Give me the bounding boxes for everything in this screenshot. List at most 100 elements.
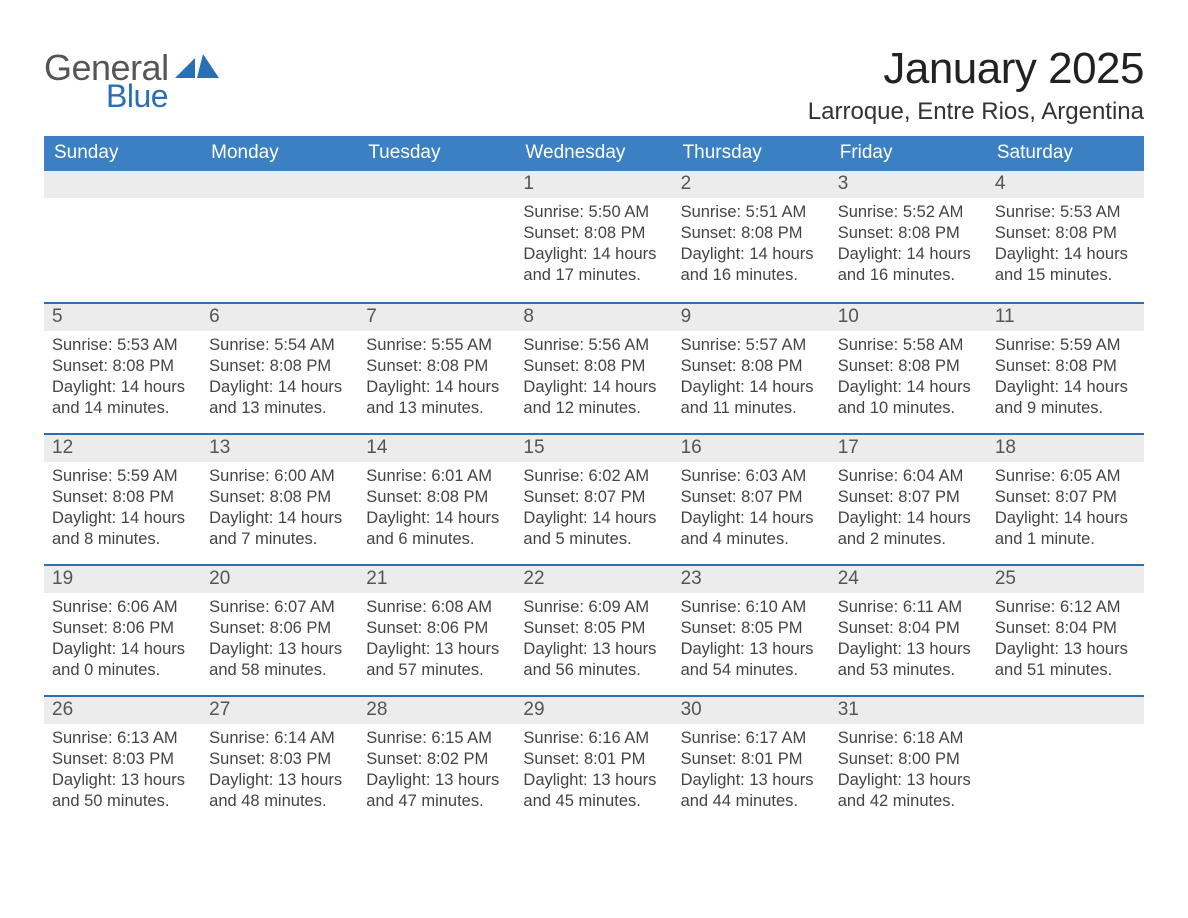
brand-word-2: Blue — [106, 80, 169, 112]
calendar-day: 3Sunrise: 5:52 AMSunset: 8:08 PMDaylight… — [830, 171, 987, 302]
calendar-day: 29Sunrise: 6:16 AMSunset: 8:01 PMDayligh… — [515, 695, 672, 826]
day-number: 29 — [515, 695, 672, 724]
calendar-week: 19Sunrise: 6:06 AMSunset: 8:06 PMDayligh… — [44, 564, 1144, 695]
day-details: Sunrise: 6:10 AMSunset: 8:05 PMDaylight:… — [673, 593, 830, 687]
day-details: Sunrise: 6:14 AMSunset: 8:03 PMDaylight:… — [201, 724, 358, 818]
sunset-text: Sunset: 8:07 PM — [995, 487, 1136, 508]
calendar-day: 19Sunrise: 6:06 AMSunset: 8:06 PMDayligh… — [44, 564, 201, 695]
daylight-text: Daylight: 14 hours and 2 minutes. — [838, 508, 979, 550]
sunset-text: Sunset: 8:08 PM — [838, 223, 979, 244]
title-block: January 2025 Larroque, Entre Rios, Argen… — [808, 28, 1144, 136]
day-details: Sunrise: 6:13 AMSunset: 8:03 PMDaylight:… — [44, 724, 201, 818]
day-number: 17 — [830, 433, 987, 462]
sunrise-text: Sunrise: 6:01 AM — [366, 466, 507, 487]
day-number: 8 — [515, 302, 672, 331]
day-details: Sunrise: 5:50 AMSunset: 8:08 PMDaylight:… — [515, 198, 672, 292]
day-number — [987, 695, 1144, 724]
daylight-text: Daylight: 13 hours and 57 minutes. — [366, 639, 507, 681]
sunset-text: Sunset: 8:08 PM — [681, 356, 822, 377]
day-number — [44, 171, 201, 198]
sunset-text: Sunset: 8:05 PM — [681, 618, 822, 639]
day-number: 25 — [987, 564, 1144, 593]
daylight-text: Daylight: 14 hours and 6 minutes. — [366, 508, 507, 550]
sunset-text: Sunset: 8:00 PM — [838, 749, 979, 770]
day-number: 23 — [673, 564, 830, 593]
daylight-text: Daylight: 13 hours and 42 minutes. — [838, 770, 979, 812]
calendar-day: 5Sunrise: 5:53 AMSunset: 8:08 PMDaylight… — [44, 302, 201, 433]
calendar-day: 13Sunrise: 6:00 AMSunset: 8:08 PMDayligh… — [201, 433, 358, 564]
day-details: Sunrise: 6:04 AMSunset: 8:07 PMDaylight:… — [830, 462, 987, 556]
calendar-day: 6Sunrise: 5:54 AMSunset: 8:08 PMDaylight… — [201, 302, 358, 433]
sunset-text: Sunset: 8:03 PM — [209, 749, 350, 770]
daylight-text: Daylight: 13 hours and 58 minutes. — [209, 639, 350, 681]
day-details: Sunrise: 5:55 AMSunset: 8:08 PMDaylight:… — [358, 331, 515, 425]
sunrise-text: Sunrise: 6:08 AM — [366, 597, 507, 618]
day-number: 13 — [201, 433, 358, 462]
day-details: Sunrise: 5:51 AMSunset: 8:08 PMDaylight:… — [673, 198, 830, 292]
weekday-header: Sunday — [44, 136, 201, 171]
day-number: 1 — [515, 171, 672, 198]
daylight-text: Daylight: 14 hours and 8 minutes. — [52, 508, 193, 550]
calendar-day: 21Sunrise: 6:08 AMSunset: 8:06 PMDayligh… — [358, 564, 515, 695]
sunset-text: Sunset: 8:08 PM — [209, 356, 350, 377]
day-details: Sunrise: 6:08 AMSunset: 8:06 PMDaylight:… — [358, 593, 515, 687]
calendar-day: 10Sunrise: 5:58 AMSunset: 8:08 PMDayligh… — [830, 302, 987, 433]
sunset-text: Sunset: 8:08 PM — [995, 356, 1136, 377]
calendar-day-empty — [201, 171, 358, 302]
location-subtitle: Larroque, Entre Rios, Argentina — [808, 98, 1144, 126]
day-number: 31 — [830, 695, 987, 724]
day-number: 15 — [515, 433, 672, 462]
calendar-day-empty — [987, 695, 1144, 826]
calendar-week: 1Sunrise: 5:50 AMSunset: 8:08 PMDaylight… — [44, 171, 1144, 302]
sunset-text: Sunset: 8:02 PM — [366, 749, 507, 770]
sunset-text: Sunset: 8:04 PM — [995, 618, 1136, 639]
day-number: 14 — [358, 433, 515, 462]
sunset-text: Sunset: 8:08 PM — [52, 356, 193, 377]
sunrise-text: Sunrise: 6:04 AM — [838, 466, 979, 487]
sunrise-text: Sunrise: 6:06 AM — [52, 597, 193, 618]
day-details: Sunrise: 6:07 AMSunset: 8:06 PMDaylight:… — [201, 593, 358, 687]
calendar-day: 24Sunrise: 6:11 AMSunset: 8:04 PMDayligh… — [830, 564, 987, 695]
sunrise-text: Sunrise: 6:09 AM — [523, 597, 664, 618]
day-details: Sunrise: 6:05 AMSunset: 8:07 PMDaylight:… — [987, 462, 1144, 556]
calendar-day: 31Sunrise: 6:18 AMSunset: 8:00 PMDayligh… — [830, 695, 987, 826]
day-details: Sunrise: 5:59 AMSunset: 8:08 PMDaylight:… — [44, 462, 201, 556]
sunset-text: Sunset: 8:03 PM — [52, 749, 193, 770]
day-details: Sunrise: 6:06 AMSunset: 8:06 PMDaylight:… — [44, 593, 201, 687]
calendar-body: 1Sunrise: 5:50 AMSunset: 8:08 PMDaylight… — [44, 171, 1144, 826]
day-details: Sunrise: 6:01 AMSunset: 8:08 PMDaylight:… — [358, 462, 515, 556]
day-details: Sunrise: 6:16 AMSunset: 8:01 PMDaylight:… — [515, 724, 672, 818]
weekday-header: Wednesday — [515, 136, 672, 171]
month-title: January 2025 — [808, 44, 1144, 94]
sunrise-text: Sunrise: 6:03 AM — [681, 466, 822, 487]
calendar-day: 14Sunrise: 6:01 AMSunset: 8:08 PMDayligh… — [358, 433, 515, 564]
daylight-text: Daylight: 14 hours and 16 minutes. — [681, 244, 822, 286]
sunset-text: Sunset: 8:08 PM — [838, 356, 979, 377]
daylight-text: Daylight: 14 hours and 1 minute. — [995, 508, 1136, 550]
calendar-day: 22Sunrise: 6:09 AMSunset: 8:05 PMDayligh… — [515, 564, 672, 695]
day-number: 3 — [830, 171, 987, 198]
day-number — [358, 171, 515, 198]
sunrise-text: Sunrise: 6:07 AM — [209, 597, 350, 618]
day-number: 26 — [44, 695, 201, 724]
sunset-text: Sunset: 8:08 PM — [366, 356, 507, 377]
day-details: Sunrise: 6:18 AMSunset: 8:00 PMDaylight:… — [830, 724, 987, 818]
sunset-text: Sunset: 8:07 PM — [523, 487, 664, 508]
daylight-text: Daylight: 14 hours and 5 minutes. — [523, 508, 664, 550]
weekday-header: Thursday — [673, 136, 830, 171]
day-number: 28 — [358, 695, 515, 724]
calendar-day: 15Sunrise: 6:02 AMSunset: 8:07 PMDayligh… — [515, 433, 672, 564]
calendar-day: 7Sunrise: 5:55 AMSunset: 8:08 PMDaylight… — [358, 302, 515, 433]
sunset-text: Sunset: 8:08 PM — [52, 487, 193, 508]
calendar-day-empty — [44, 171, 201, 302]
sunset-text: Sunset: 8:06 PM — [52, 618, 193, 639]
sunrise-text: Sunrise: 6:17 AM — [681, 728, 822, 749]
day-number: 18 — [987, 433, 1144, 462]
calendar-day: 26Sunrise: 6:13 AMSunset: 8:03 PMDayligh… — [44, 695, 201, 826]
sunrise-text: Sunrise: 6:15 AM — [366, 728, 507, 749]
day-details: Sunrise: 5:59 AMSunset: 8:08 PMDaylight:… — [987, 331, 1144, 425]
daylight-text: Daylight: 13 hours and 48 minutes. — [209, 770, 350, 812]
daylight-text: Daylight: 14 hours and 13 minutes. — [209, 377, 350, 419]
day-details: Sunrise: 6:02 AMSunset: 8:07 PMDaylight:… — [515, 462, 672, 556]
sunrise-text: Sunrise: 6:13 AM — [52, 728, 193, 749]
